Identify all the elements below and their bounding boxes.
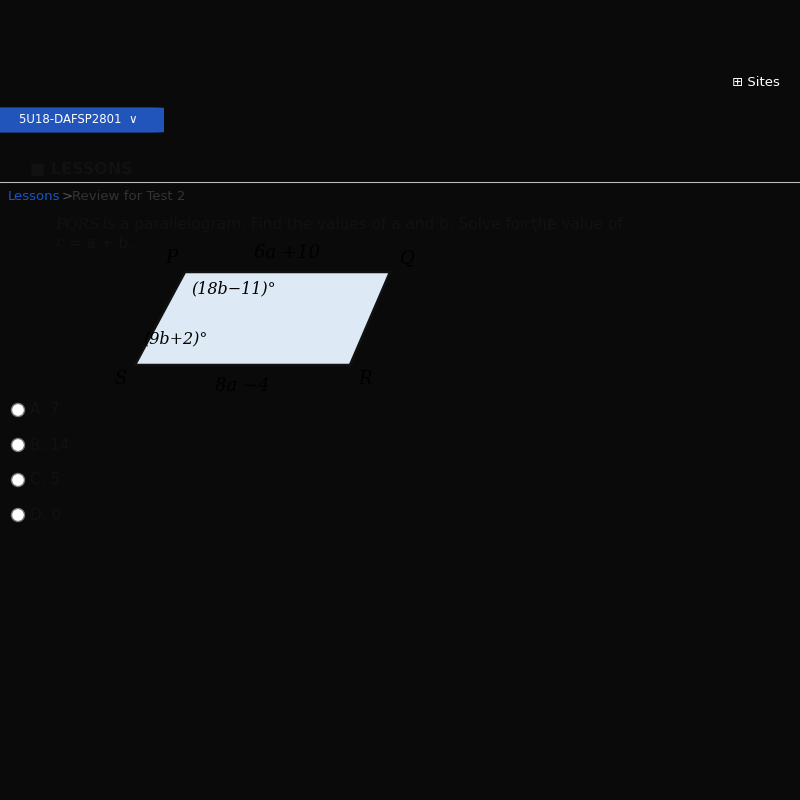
Text: c: c	[55, 236, 63, 250]
Text: Q: Q	[400, 249, 414, 267]
Text: >: >	[62, 190, 73, 202]
Circle shape	[11, 403, 25, 417]
Text: , if: , if	[533, 218, 552, 233]
Text: = a + b.: = a + b.	[64, 235, 133, 250]
Text: C. 5: C. 5	[30, 473, 60, 487]
Circle shape	[11, 474, 25, 486]
Text: S: S	[114, 370, 127, 388]
Text: (9b+2)°: (9b+2)°	[143, 330, 207, 347]
Text: P: P	[165, 249, 177, 267]
Text: c: c	[523, 218, 531, 232]
Text: ■ LESSONS: ■ LESSONS	[30, 162, 133, 178]
Text: A. 7: A. 7	[30, 402, 59, 418]
Text: 6a +10: 6a +10	[254, 244, 321, 262]
Text: 8a −4: 8a −4	[215, 377, 270, 395]
Text: ⊞ Sites: ⊞ Sites	[732, 76, 780, 89]
Text: (18b−11)°: (18b−11)°	[191, 280, 276, 297]
Text: B. 14: B. 14	[30, 438, 70, 453]
Text: 5U18-DAFSP2801  ∨: 5U18-DAFSP2801 ∨	[19, 113, 138, 126]
Text: PQRS: PQRS	[55, 218, 100, 232]
Text: R: R	[358, 370, 371, 388]
Text: Lessons: Lessons	[8, 190, 61, 202]
Circle shape	[11, 509, 25, 522]
Text: Review for Test 2: Review for Test 2	[72, 190, 186, 202]
FancyBboxPatch shape	[0, 107, 164, 133]
Circle shape	[11, 438, 25, 451]
Polygon shape	[135, 272, 390, 365]
Text: is a parallelogram. Find the values of a and b. Solve for the value of: is a parallelogram. Find the values of a…	[98, 218, 628, 233]
Text: D. 0: D. 0	[30, 507, 61, 522]
